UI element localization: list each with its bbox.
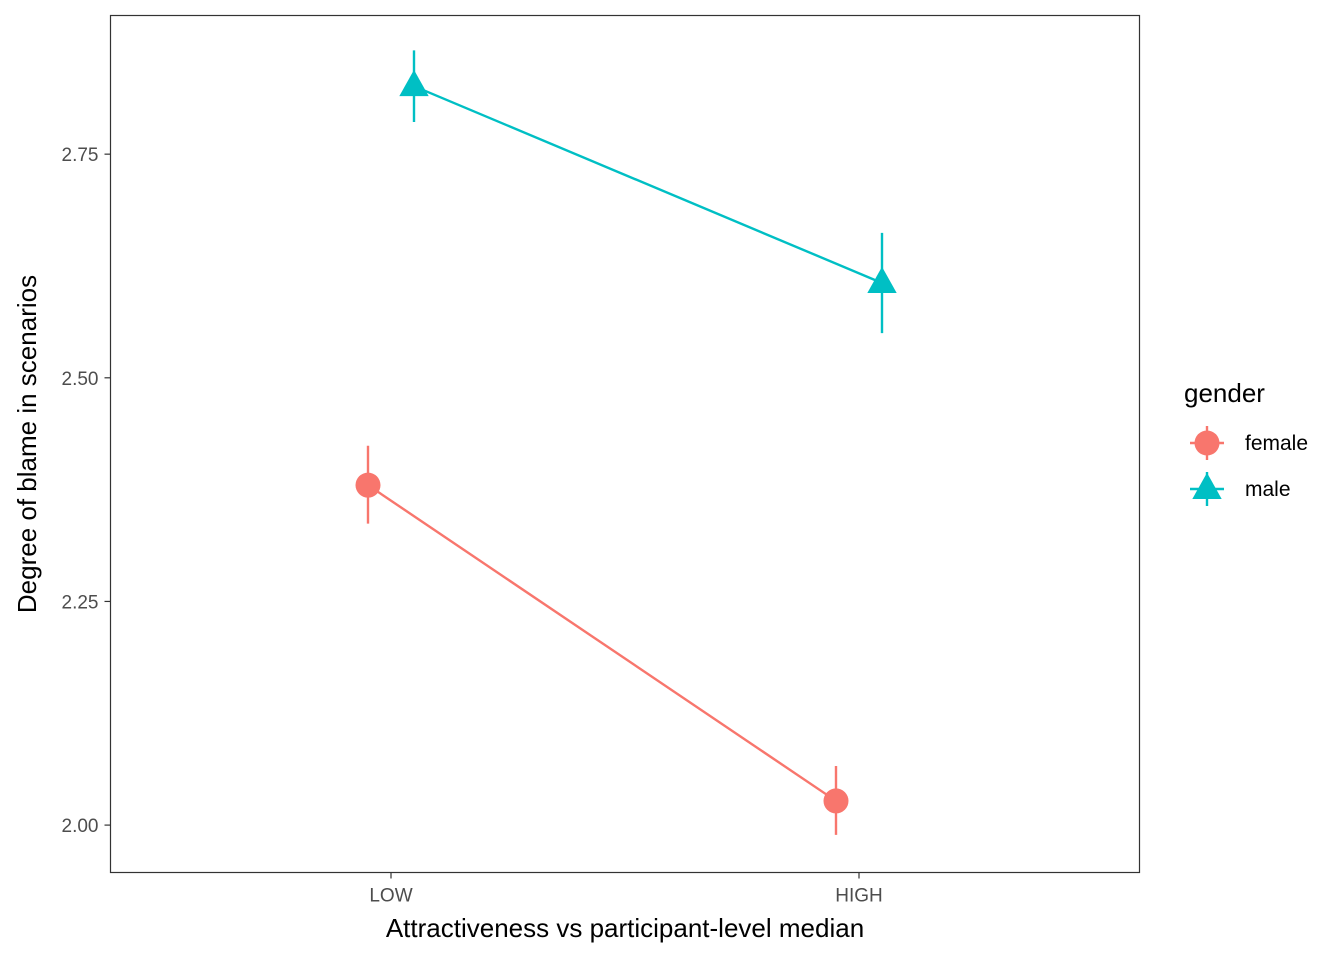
y-tick-label: 2.50 bbox=[62, 369, 99, 390]
data-point bbox=[399, 69, 429, 97]
x-axis: LOW HIGH bbox=[369, 872, 883, 907]
data-point bbox=[823, 788, 849, 814]
legend-label: male bbox=[1245, 478, 1291, 501]
y-tick-label: 2.25 bbox=[62, 592, 99, 613]
series-female bbox=[355, 445, 849, 835]
x-axis-title: Attractiveness vs participant-level medi… bbox=[386, 913, 864, 943]
y-tick-label: 2.75 bbox=[62, 145, 99, 166]
panel-border bbox=[109, 14, 1141, 874]
data-point bbox=[867, 266, 897, 293]
legend-label: female bbox=[1245, 432, 1308, 455]
legend-item-male: male bbox=[1190, 472, 1291, 506]
legend-title: gender bbox=[1184, 378, 1265, 408]
data-point bbox=[355, 472, 381, 498]
y-tick-label: 2.00 bbox=[62, 816, 99, 837]
legend-item-female: female bbox=[1190, 426, 1308, 460]
legend-key-marker bbox=[1192, 472, 1222, 499]
x-tick-label: HIGH bbox=[835, 886, 883, 907]
legend: gender female male bbox=[1184, 378, 1308, 506]
legend-key-marker bbox=[1194, 430, 1220, 456]
y-axis-title: Degree of blame in scenarios bbox=[12, 275, 42, 613]
series-line bbox=[413, 85, 883, 285]
series-layer bbox=[355, 50, 897, 835]
series-line bbox=[367, 484, 837, 802]
series-male bbox=[399, 50, 897, 334]
x-tick-label: LOW bbox=[369, 886, 412, 907]
y-axis: 2.00 2.25 2.50 2.75 bbox=[62, 145, 111, 837]
